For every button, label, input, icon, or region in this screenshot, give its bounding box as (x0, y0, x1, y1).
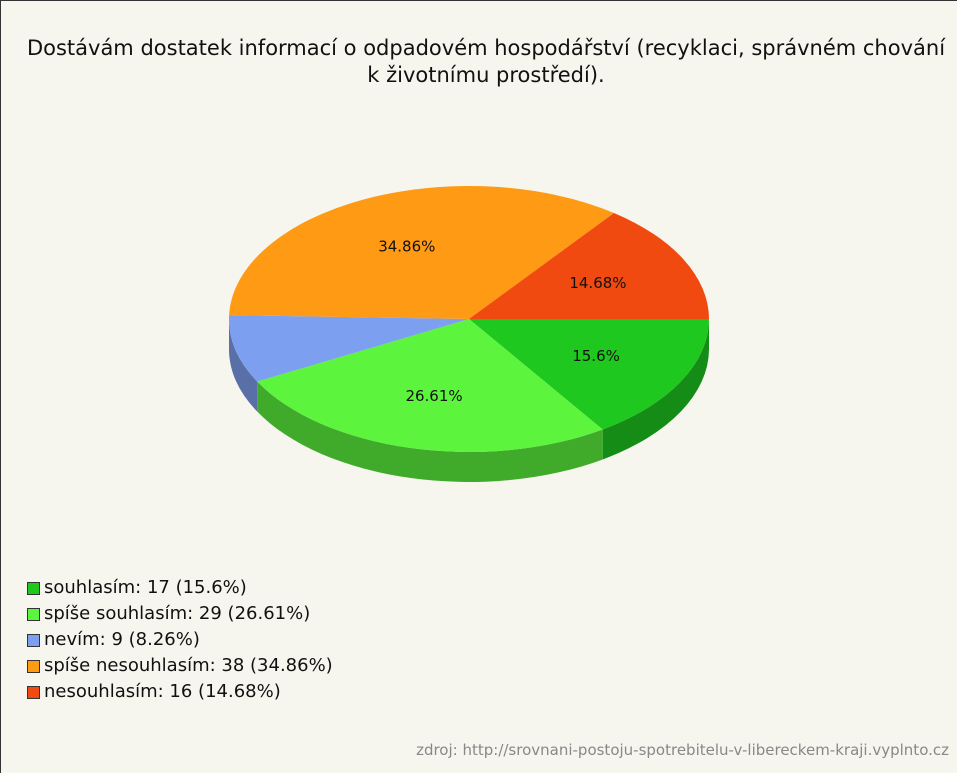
legend-item: souhlasím: 17 (15.6%) (27, 575, 333, 601)
slice (469, 319, 709, 430)
legend-label: spíše nesouhlasím: 38 (34.86%) (44, 655, 333, 676)
legend-label: souhlasím: 17 (15.6%) (44, 577, 247, 598)
slice (229, 315, 469, 382)
legend-swatch (27, 633, 40, 647)
slice-side (257, 381, 603, 483)
chart-title: Dostávám dostatek informací o odpadovém … (26, 36, 946, 87)
legend-swatch (27, 685, 40, 699)
slice (229, 186, 614, 319)
slice-side (229, 319, 258, 412)
slice (257, 319, 603, 453)
legend-swatch (27, 607, 40, 621)
legend-item: spíše souhlasím: 29 (26.61%) (27, 601, 333, 627)
data-label: 15.6% (572, 347, 620, 365)
data-label: 14.68% (569, 274, 626, 292)
legend-label: nesouhlasím: 16 (14.68%) (44, 681, 281, 702)
data-label: 34.86% (378, 238, 435, 256)
legend-label: nevím: 9 (8.26%) (44, 629, 200, 650)
legend: souhlasím: 17 (15.6%) spíše souhlasím: 29… (27, 575, 333, 705)
legend-item: spíše nesouhlasím: 38 (34.86%) (27, 653, 333, 679)
legend-item: nevím: 9 (8.26%) (27, 627, 333, 653)
data-label: 26.61% (405, 387, 462, 405)
slice-side (602, 319, 709, 460)
legend-item: nesouhlasím: 16 (14.68%) (27, 679, 333, 705)
slice (469, 213, 709, 319)
chart: 15.6% 26.61% 34.86% 14.68% (229, 186, 709, 483)
legend-swatch (27, 659, 40, 673)
legend-swatch (27, 581, 40, 595)
source: zdroj: http://srovnani-postoju-spotrebit… (416, 741, 949, 759)
legend-label: spíše souhlasím: 29 (26.61%) (44, 603, 311, 624)
